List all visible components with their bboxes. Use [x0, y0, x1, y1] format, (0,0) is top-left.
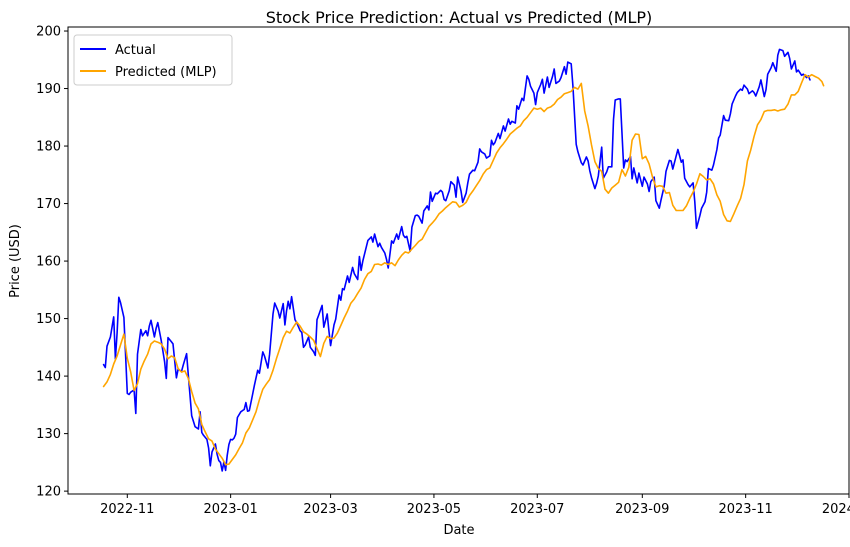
series-line-predicted — [102, 73, 825, 466]
legend-label-predicted: Predicted (MLP) — [115, 65, 217, 80]
x-tick-label: 2023-11 — [718, 502, 772, 517]
legend: Actual Predicted (MLP) — [73, 34, 233, 86]
x-tick-label: 2023-09 — [615, 502, 669, 517]
y-axis: 120 130 140 150 160 170 180 190 200 — [36, 25, 68, 500]
legend-label-actual: Actual — [115, 43, 156, 58]
x-tick-label: 2022-11 — [100, 502, 154, 517]
x-tick-label: 2023-05 — [407, 502, 461, 517]
y-tick-label: 180 — [36, 140, 61, 155]
x-tick-label: 2023-01 — [203, 502, 257, 517]
y-tick-label: 170 — [36, 197, 61, 212]
x-axis: 2022-11 2023-01 2023-03 2023-05 2023-07 2023-… — [100, 494, 850, 517]
y-tick-label: 120 — [36, 485, 61, 500]
x-axis-label: Date — [443, 523, 474, 538]
y-tick-label: 150 — [36, 312, 61, 327]
series-line-actual — [102, 48, 811, 472]
plot-frame — [67, 26, 850, 495]
x-tick-label: 2023-07 — [510, 502, 564, 517]
y-tick-label: 140 — [36, 370, 61, 385]
series-layer — [102, 48, 825, 472]
y-tick-label: 190 — [36, 82, 61, 97]
legend-box — [73, 34, 233, 86]
y-tick-label: 130 — [36, 427, 61, 442]
y-tick-label: 200 — [36, 25, 61, 40]
x-tick-label: 2024-01 — [822, 502, 850, 517]
chart-title: Stock Price Prediction: Actual vs Predic… — [266, 8, 653, 27]
y-tick-label: 160 — [36, 255, 61, 270]
y-axis-label: Price (USD) — [8, 224, 23, 298]
x-tick-label: 2023-03 — [303, 502, 357, 517]
